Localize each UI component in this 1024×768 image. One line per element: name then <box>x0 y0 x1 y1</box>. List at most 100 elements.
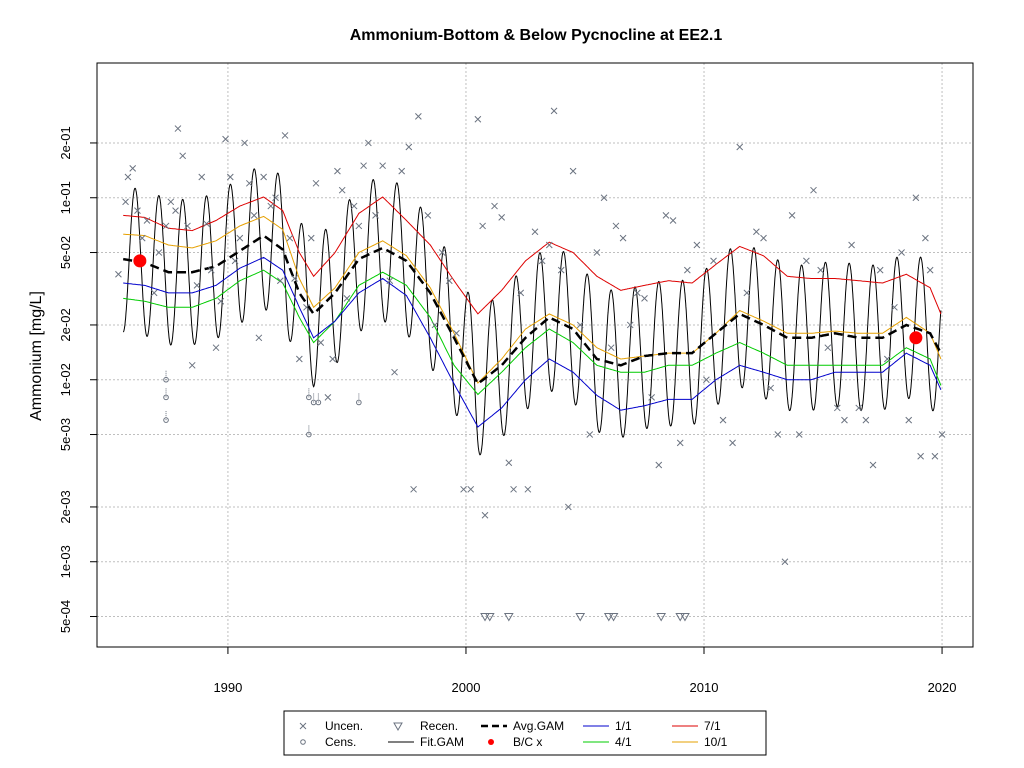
uncensored-point <box>260 173 267 181</box>
uncensored-point <box>207 266 215 274</box>
uncensored-point <box>833 404 841 412</box>
uncensored-point <box>634 289 641 297</box>
uncensored-point <box>155 249 163 256</box>
uncensored-point <box>938 431 946 438</box>
uncensored-point <box>236 234 244 242</box>
legend-label: Fit.GAM <box>420 735 464 749</box>
censored-point <box>306 431 312 438</box>
uncensored-point <box>272 194 279 202</box>
uncensored-point <box>138 234 146 242</box>
y-axis-label: Ammonium [mg/L] <box>28 291 45 421</box>
uncensored-point <box>848 241 855 249</box>
uncensored-point <box>424 212 432 219</box>
uncensored-point <box>291 275 298 282</box>
uncensored-point <box>703 376 710 384</box>
censored-point <box>163 417 169 423</box>
censored-point <box>310 399 317 406</box>
uncensored-point <box>438 249 446 256</box>
legend-label: Avg.GAM <box>513 719 564 733</box>
legend-symbol-recensored <box>393 722 403 732</box>
y-tick-label: 2e-01 <box>58 126 73 159</box>
uncensored-point <box>124 173 132 181</box>
uncensored-point <box>162 222 170 230</box>
uncensored-point <box>276 277 284 285</box>
uncensored-point <box>338 186 346 194</box>
uncensored-point <box>479 222 486 230</box>
y-tick-label: 2e-03 <box>58 490 73 523</box>
y-axis: 5e-04 1e-03 2e-03 5e-03 1e-02 2e-02 5e-02 1e-01… <box>58 126 97 633</box>
uncensored-point <box>286 234 294 242</box>
uncensored-point <box>736 143 744 151</box>
uncensored-point <box>795 431 803 438</box>
recensored-point <box>503 613 514 622</box>
uncensored-point <box>781 558 789 566</box>
uncensored-point <box>491 202 498 210</box>
bc-point <box>133 254 147 268</box>
uncensored-point <box>312 179 320 187</box>
uncensored-point <box>498 214 506 221</box>
uncensored-point <box>188 361 196 369</box>
uncensored-point <box>267 202 275 210</box>
recensored-point <box>480 613 490 622</box>
uncensored-point <box>241 139 248 147</box>
uncensored-point <box>198 173 206 181</box>
y-tick-label: 1e-01 <box>58 181 73 214</box>
uncensored-point <box>231 257 239 265</box>
uncensored-point <box>626 321 634 329</box>
uncensored-point <box>803 257 810 265</box>
uncensored-point <box>217 297 225 305</box>
y-tick-label: 1e-03 <box>58 545 73 578</box>
uncensored-point <box>817 266 825 274</box>
y-tick-label: 5e-02 <box>58 236 73 269</box>
uncensored-point <box>931 452 939 460</box>
uncensored-point <box>372 212 379 219</box>
uncensored-point <box>226 173 234 181</box>
fit-gam-line <box>122 168 942 456</box>
uncensored-point <box>203 220 210 228</box>
uncensored-point <box>557 266 565 274</box>
uncensored-point <box>810 186 817 194</box>
uncensored-point <box>193 282 201 289</box>
censored-point <box>163 394 169 401</box>
legend-symbol-bc <box>488 739 494 745</box>
uncensored-point <box>172 207 179 214</box>
uncensored-point <box>405 143 413 151</box>
uncensored-point <box>415 113 422 120</box>
uncensored-point <box>743 289 751 297</box>
uncensored-point <box>453 329 460 337</box>
uncensored-point <box>129 165 137 172</box>
uncensored-point <box>669 217 677 224</box>
uncensored-point <box>612 222 620 230</box>
uncensored-point <box>474 115 482 123</box>
uncensored-point <box>662 212 670 219</box>
recensored-point <box>675 613 686 622</box>
uncensored-point <box>729 439 736 447</box>
recensored-point <box>656 613 667 622</box>
y-tick-label: 2e-02 <box>58 308 73 341</box>
recensored-point <box>680 613 690 622</box>
uncensored-point <box>334 167 341 175</box>
uncensored-point <box>505 459 513 467</box>
uncensored-point <box>876 266 884 274</box>
uncensored-point <box>767 384 775 392</box>
series-1-1-line <box>123 256 942 428</box>
uncensored-point <box>212 344 220 352</box>
legend-symbol-censored <box>300 739 306 745</box>
uncensored-point <box>676 439 684 447</box>
uncensored-point <box>391 368 398 376</box>
recensored-point <box>608 613 619 622</box>
uncensored-point <box>753 228 760 236</box>
uncensored-point <box>531 228 539 236</box>
uncensored-point <box>788 212 796 219</box>
grid-lines <box>97 63 973 647</box>
series-4-1-line <box>123 269 942 396</box>
uncensored-point <box>250 212 258 219</box>
x-tick-label: 2000 <box>452 680 481 695</box>
censored-point <box>163 376 169 383</box>
uncensored-point <box>855 404 863 412</box>
uncensored-point <box>324 394 332 401</box>
uncensored-point <box>179 152 187 160</box>
uncensored-point <box>360 162 367 170</box>
bc-point <box>909 331 923 345</box>
